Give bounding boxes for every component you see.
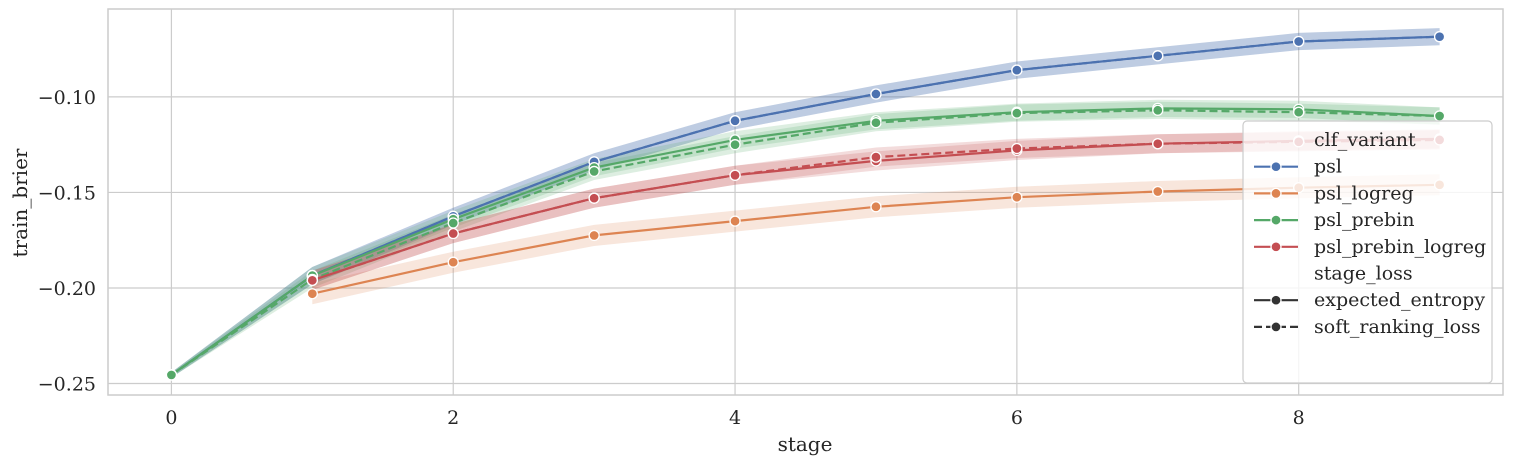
point-psl-logreg-expected-entropy [306,288,318,300]
legend-title-stage-loss: stage_loss [1314,263,1413,285]
legend-label-psl: psl [1314,156,1342,178]
legend-label-soft-ranking-loss: soft_ranking_loss [1314,316,1481,338]
point-psl-logreg-expected-entropy [1152,185,1164,198]
y-tick-label: −0.20 [38,278,96,300]
point-psl-prebin-soft-ranking [447,217,459,229]
point-psl-soft-ranking [1152,50,1164,62]
legend-marker-expected-entropy [1270,294,1282,306]
point-psl-soft-ranking [1011,64,1023,76]
point-psl-prebin-soft-ranking [1293,106,1305,118]
point-psl-prebin-soft-ranking [1152,104,1164,116]
x-tick-label: 4 [729,407,741,429]
y-axis-title: train_brier [8,148,32,257]
point-psl-logreg-expected-entropy [588,229,600,242]
y-tick-label: −0.10 [38,87,96,109]
point-psl-logreg-expected-entropy [447,256,459,268]
point-psl-prebin-soft-ranking [1011,107,1023,119]
point-psl-prebin-soft-ranking [588,165,600,178]
band-psl-prebin-soft-ranking [171,101,1440,378]
point-psl-prebin-logreg-soft-ranking [729,169,741,181]
band-psl-prebin-expected-entropy [171,99,1440,378]
point-psl-prebin-soft-ranking [165,369,178,381]
point-psl-prebin-logreg-soft-ranking [1152,138,1164,150]
legend-label-psl-prebin-logreg: psl_prebin_logreg [1314,236,1486,258]
point-psl-soft-ranking [870,88,882,100]
point-psl-prebin-logreg-soft-ranking [588,192,600,204]
legend-box [1242,120,1493,384]
x-tick-label: 0 [165,407,177,429]
legend-marker-soft-ranking-loss [1270,321,1282,333]
legend-label-expected-entropy: expected_entropy [1314,289,1485,311]
point-psl-soft-ranking [1433,31,1446,43]
point-psl-prebin-logreg-soft-ranking [1011,142,1023,155]
point-psl-logreg-expected-entropy [1011,191,1023,203]
point-psl-soft-ranking [1293,35,1305,48]
x-axis-title: stage [778,432,833,456]
line-psl-soft-ranking [170,35,1440,376]
y-tick-label: −0.15 [38,182,96,204]
legend-label-psl-logreg: psl_logreg [1314,182,1414,204]
legend-marker-psl-logreg [1270,187,1282,200]
line-psl-prebin-soft-ranking [170,109,1440,376]
x-tick-label: 8 [1293,407,1305,429]
point-psl-soft-ranking [729,115,741,127]
plot-frame [107,8,1504,396]
point-psl-logreg-expected-entropy [870,201,882,213]
point-psl-prebin-soft-ranking [870,117,882,129]
point-psl-prebin-logreg-soft-ranking [306,274,318,286]
y-tick-labels: −0.25 −0.20 −0.15 −0.10 [38,87,96,396]
legend-label-psl-prebin: psl_prebin [1314,209,1414,231]
legend-marker-psl-prebin-logreg [1270,241,1282,253]
x-tick-labels: 0 2 4 6 8 [165,407,1304,429]
point-psl-prebin-logreg-soft-ranking [870,151,882,163]
x-tick-label: 2 [447,407,459,429]
legend-marker-psl [1270,161,1282,173]
point-psl-prebin-soft-ranking [729,139,741,151]
legend-title-clf-variant: clf_variant [1314,129,1416,151]
line-psl-prebin-expected-entropy [170,107,1440,376]
point-psl-prebin-soft-ranking [1433,110,1446,122]
series-markers [165,31,1446,381]
legend-marker-psl-prebin [1270,214,1282,226]
x-tick-label: 6 [1011,407,1023,429]
point-psl-logreg-expected-entropy [729,215,741,227]
y-tick-label: −0.25 [38,374,96,396]
point-psl-prebin-logreg-soft-ranking [447,227,459,240]
